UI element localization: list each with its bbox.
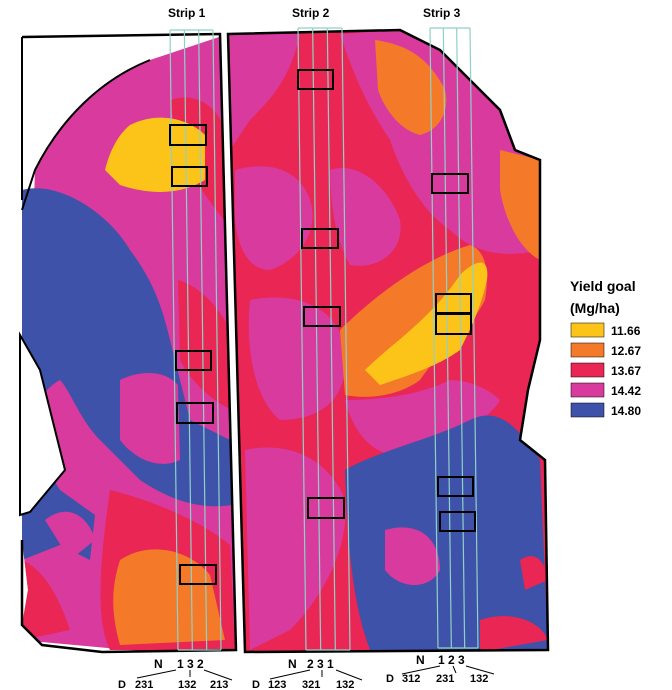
strip-3-subdivision-line — [429, 27, 439, 649]
strip-2-n-label: N — [288, 657, 297, 671]
strip-1-d-label: D — [118, 679, 126, 690]
sample-plots — [169, 69, 476, 585]
legend-swatch — [570, 362, 605, 378]
strip-2-d-group-3: 132 — [336, 679, 354, 690]
legend-title-line1: Yield goal — [570, 278, 636, 294]
sample-plot — [169, 124, 207, 146]
strip-1-n-label: N — [154, 657, 163, 671]
sample-plot — [179, 564, 217, 585]
strip-1-d-group-3: 213 — [210, 679, 228, 690]
strip-3-subdivision-line — [442, 27, 452, 649]
sample-plot — [439, 511, 476, 532]
strip-3-d-group-1: 312 — [402, 673, 420, 685]
sample-plot — [171, 166, 208, 187]
strip-3-subdivision-line — [456, 27, 466, 649]
strip-3-n-label: N — [416, 653, 425, 667]
strip-3-d-group-2: 231 — [436, 673, 454, 685]
strip-2-d-group-1: 123 — [268, 679, 286, 690]
strip-3-label: Strip 3 — [423, 6, 461, 20]
legend-swatch — [570, 342, 605, 358]
strip-1-subdivision-line — [198, 29, 208, 651]
strip-2-label: Strip 2 — [292, 6, 330, 20]
sample-plot — [297, 69, 334, 90]
strip-3-d-group-3: 132 — [470, 673, 488, 685]
strip-2-d-label: D — [252, 679, 260, 690]
legend-swatch — [570, 402, 605, 418]
legend-swatch — [570, 322, 605, 338]
legend-title-line2: (Mg/ha) — [570, 300, 620, 316]
field-west — [19, 32, 238, 654]
legend-value: 12.67 — [611, 344, 641, 358]
sample-plot — [301, 228, 339, 249]
strip-3-n-order: 1 2 3 — [438, 653, 465, 667]
strip-3-subdivision-line — [469, 27, 479, 649]
strip-3-d-label: D — [386, 673, 394, 685]
strip-2-subdivision-line — [312, 27, 322, 651]
strip-2-subdivision-line — [326, 27, 336, 651]
sample-plot — [175, 350, 212, 371]
legend-value: 14.42 — [611, 384, 641, 398]
strip-2-subdivision-line — [341, 27, 351, 651]
strip-2-subdivision-line — [297, 27, 307, 651]
sample-plot — [307, 497, 345, 519]
strip-3-treatment-key: N 1 2 3 D 312 231 132 — [386, 653, 495, 685]
sample-plot — [435, 313, 472, 335]
strip-overlays — [169, 27, 479, 651]
field-east — [226, 28, 550, 654]
legend: Yield goal (Mg/ha) 11.66 12.67 13.67 14.42 1… — [570, 278, 641, 418]
legend-swatch — [570, 382, 605, 398]
strip-1-treatment-key: N 1 3 2 D 231 132 213 — [118, 657, 233, 690]
legend-value: 13.67 — [611, 364, 641, 378]
strip-2-d-group-2: 321 — [302, 679, 320, 690]
strip-1-subdivision-line — [212, 29, 222, 651]
strip-2-treatment-key: N 2 3 1 D 123 321 132 — [252, 657, 363, 690]
strip-1-subdivision-line — [169, 29, 179, 651]
sample-plot — [431, 173, 469, 194]
strip-1-d-group-2: 132 — [178, 679, 196, 690]
legend-value: 11.66 — [611, 324, 641, 338]
strip-1-label: Strip 1 — [168, 6, 206, 20]
sample-plot — [303, 306, 341, 327]
sample-plot — [176, 402, 214, 424]
strip-1-d-group-1: 231 — [135, 679, 153, 690]
legend-value: 14.80 — [611, 404, 641, 418]
strip-1-subdivision-line — [183, 29, 193, 651]
strip-1-n-order: 1 3 2 — [177, 657, 204, 671]
strip-2-n-order: 2 3 1 — [307, 657, 334, 671]
sample-plot — [437, 476, 474, 497]
